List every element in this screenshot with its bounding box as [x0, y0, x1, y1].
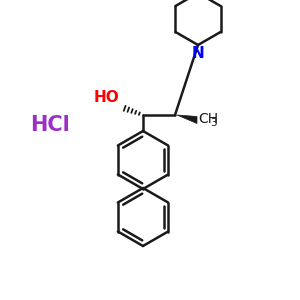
Text: HCl: HCl: [30, 115, 70, 135]
Polygon shape: [177, 115, 197, 124]
Text: HO: HO: [93, 90, 119, 105]
Text: N: N: [192, 46, 204, 61]
Text: 3: 3: [210, 118, 217, 128]
Text: CH: CH: [198, 112, 218, 126]
